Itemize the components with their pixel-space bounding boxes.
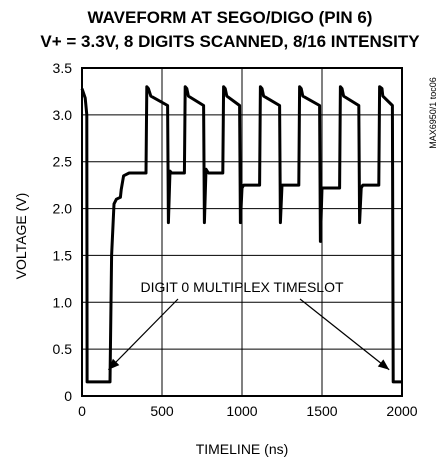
x-tick-label: 500 bbox=[150, 403, 174, 419]
annotation-arrow-right bbox=[299, 298, 390, 371]
x-axis-label: TIMELINE (ns) bbox=[196, 441, 289, 457]
y-tick-label: 3.0 bbox=[53, 107, 73, 123]
y-tick-label: 0 bbox=[64, 388, 72, 404]
annotation-label: DIGIT 0 MULTIPLEX TIMESLOT bbox=[140, 279, 343, 295]
figure-code: MAX6950/1 toc06 bbox=[428, 77, 438, 149]
plot-frame bbox=[81, 67, 403, 397]
annotation: DIGIT 0 MULTIPLEX TIMESLOT bbox=[107, 279, 390, 371]
grid bbox=[82, 68, 402, 396]
chart-title-line-2: V+ = 3.3V, 8 DIGITS SCANNED, 8/16 INTENS… bbox=[40, 32, 420, 51]
axis-ticks: 0 500 1000 1500 2000 0 0.5 1.0 1.5 2.0 2.5 3.0 3.5 bbox=[53, 60, 418, 419]
y-tick-label: 0.5 bbox=[53, 341, 73, 357]
x-tick-label: 1000 bbox=[226, 403, 257, 419]
y-tick-label: 3.5 bbox=[53, 60, 73, 76]
y-tick-label: 2.5 bbox=[53, 154, 73, 170]
waveform-line bbox=[80, 85, 402, 384]
y-axis-label: VOLTAGE (V) bbox=[13, 193, 29, 280]
annotation-arrow-left bbox=[107, 298, 179, 371]
chart-title-line-1: WAVEFORM AT SEGO/DIGO (PIN 6) bbox=[88, 8, 373, 27]
x-tick-label: 0 bbox=[78, 403, 86, 419]
annotation-arrowhead-left bbox=[108, 358, 120, 370]
x-tick-label: 2000 bbox=[386, 403, 417, 419]
y-tick-label: 1.0 bbox=[53, 294, 73, 310]
y-tick-label: 2.0 bbox=[53, 201, 73, 217]
y-tick-label: 1.5 bbox=[53, 247, 73, 263]
x-tick-label: 1500 bbox=[306, 403, 337, 419]
annotation-arrowhead-right bbox=[377, 359, 390, 370]
